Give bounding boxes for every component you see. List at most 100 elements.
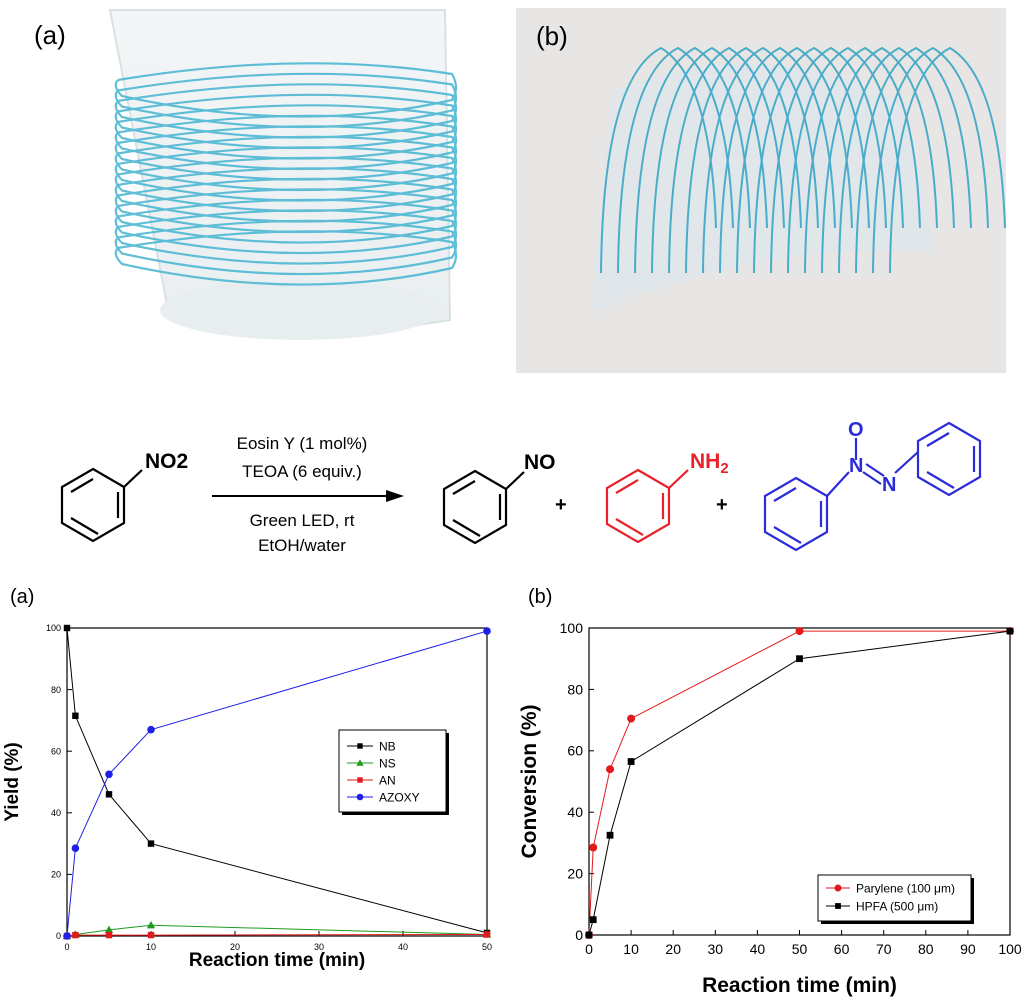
tube-arch [617,46,734,274]
x-tick-label: 30 [708,941,724,957]
data-point [483,627,491,635]
data-point [72,931,79,939]
tube-coil [114,104,458,160]
data-point [606,765,615,774]
condition-catalyst: Eosin Y (1 mol%) [237,434,368,453]
tube-arch [634,46,751,274]
nitrobenzene-structure [60,467,143,543]
azoxy-n1-label: N [849,455,863,477]
chart-b-panel-label: (b) [528,586,553,608]
data-point [105,791,113,798]
data-point [627,714,636,723]
series-hpfa [585,627,1014,939]
x-tick-label: 0 [585,941,593,957]
chart-a-panel-label: (a) [10,586,35,608]
data-point [589,843,598,852]
data-point [1006,627,1014,635]
x-tick-label: 20 [665,941,681,957]
y-tick-label: 20 [51,870,61,880]
legend-marker [835,903,841,909]
plus-sign-1: + [555,494,567,516]
legend-label: NS [379,756,396,770]
x-tick-label: 10 [146,942,156,952]
tube-coil [114,230,458,286]
y-tick-label: 60 [567,743,583,759]
data-point [105,770,113,779]
photo-b: (b) [516,8,1006,373]
data-point [63,624,71,632]
x-tick-label: 10 [623,941,639,957]
x-axis-title: Reaction time (min) [702,974,897,997]
y-tick-label: 20 [567,866,583,882]
data-point [72,712,79,719]
tube-coil [114,156,458,213]
tube-arch [719,46,836,274]
data-point [483,931,491,938]
data-point [147,931,155,939]
tube-coil [114,135,458,192]
tube-arch [804,46,921,274]
tube-coil [114,198,458,255]
data-point [146,921,156,929]
azoxybenzene-structure [763,421,982,552]
tube-coil [114,209,458,265]
plus-sign-2: + [716,494,728,516]
series-azoxy [63,627,491,940]
x-tick-label: 30 [314,942,324,952]
tube-arch [668,46,785,274]
legend-label: AZOXY [379,790,420,804]
y-tick-label: 60 [51,746,61,756]
tube-arch [889,46,1006,274]
legend-marker [357,777,363,783]
azoxy-n2-label: N [882,474,896,496]
tube-arch [838,46,955,274]
series-line [588,630,1010,936]
x-tick-label: 100 [998,941,1022,957]
tube-arch [753,46,870,274]
condition-reagent: TEOA (6 equiv.) [242,462,362,481]
data-point [147,840,155,847]
azoxy-oxygen-label: O [848,419,864,441]
tube-arch [787,46,904,274]
x-tick-label: 0 [64,942,69,952]
y-axis-title: Conversion (%) [518,704,541,858]
yield-chart: 0 10 20 30 40 50 0 20 40 60 80 100 Reaction time (mi… [2,623,492,971]
tube-coil [114,83,458,139]
condition-light: Green LED, rt [250,511,355,530]
legend-label: NB [379,739,396,753]
data-point [796,655,803,663]
data-point [606,831,614,839]
coiled-tube-photo-b [516,8,1006,373]
legend-marker [356,759,364,766]
y-tick-label: 80 [567,681,583,697]
legend-label: AN [379,773,396,787]
y-tick-label: 100 [560,620,584,636]
data-point [63,932,71,940]
y-tick-label: 100 [46,623,61,633]
x-tick-label: 40 [750,941,766,957]
tube-arch [872,46,989,274]
legend: Parylene (100 μm) HPFA (500 μm) [817,874,974,924]
tube-coil [114,177,458,234]
data-point [585,931,593,939]
tube-arch [736,46,853,274]
tube-coil [114,188,458,244]
x-tick-label: 90 [960,941,976,957]
x-tick-label: 50 [792,941,808,957]
amine-group-label: NH2 [690,450,729,477]
tube-coil [114,146,458,202]
legend: NB NS AN AZOXY [338,729,449,815]
legend-marker [834,884,842,892]
nitrosobenzene-structure [442,469,525,545]
tube-arch [770,46,887,274]
x-tick-label: 20 [230,942,240,952]
data-point [627,758,635,765]
tube-arch [702,46,819,274]
tube-arch [685,46,802,274]
x-tick-label: 40 [398,942,408,952]
x-tick-label: 70 [876,941,892,957]
tube-arch [821,46,938,274]
tube-coil [114,62,458,118]
nitro-group-label: NO2 [145,450,188,473]
y-tick-label: 40 [51,808,61,818]
